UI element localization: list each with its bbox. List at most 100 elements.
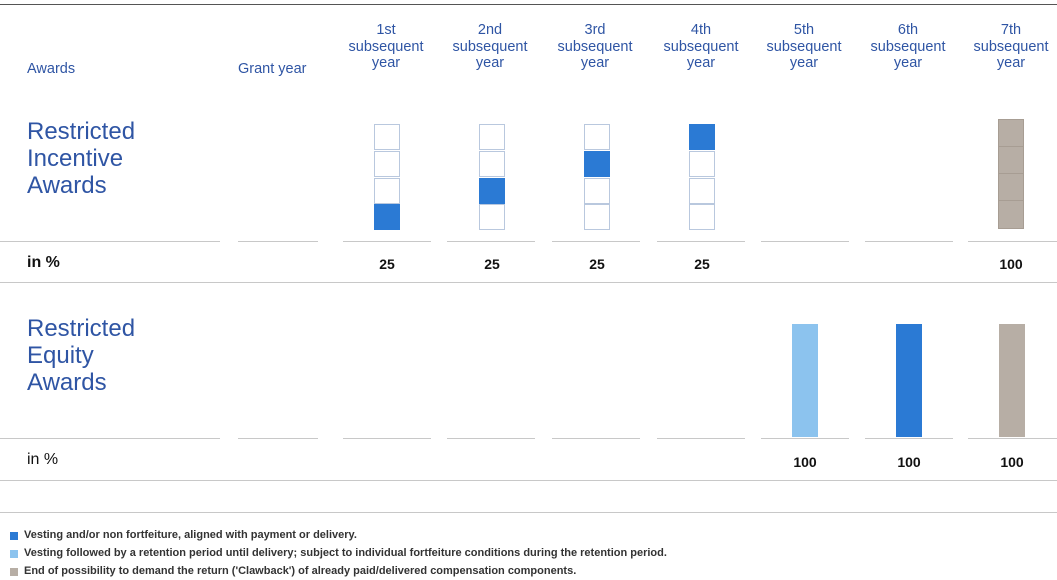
rea-title-line: Restricted: [27, 315, 136, 342]
ria-cell: [689, 178, 715, 204]
legend-swatch-clawback: [10, 568, 18, 576]
row-separator: [761, 438, 849, 439]
ria-cell: [584, 178, 610, 204]
rea-year-7-clawback-bar: [999, 324, 1025, 437]
header-year-line2: subsequent: [766, 38, 842, 55]
rea-pct-year-5: 100: [793, 454, 817, 470]
row-separator: [657, 438, 745, 439]
ria-title-line: Incentive: [27, 145, 124, 172]
header-year-line3: year: [789, 55, 819, 71]
ria-pct-year-1: 25: [379, 256, 395, 272]
header-year-ordinal: 1st: [376, 22, 396, 38]
ria-cell-clawback: [998, 146, 1024, 174]
row-separator: [447, 438, 535, 439]
header-year-ordinal: 4th: [690, 22, 712, 38]
ria-title-line: Restricted: [27, 118, 136, 145]
header-year-7: 7th subsequent year: [967, 22, 1055, 72]
rea-pct-label: in %: [27, 451, 59, 468]
ria-year-1-stack: [374, 124, 400, 230]
ria-cell: [374, 124, 400, 150]
row-separator: [343, 438, 431, 439]
header-year-line3: year: [996, 55, 1026, 71]
ria-pct-year-3: 25: [589, 256, 605, 272]
top-rule: [0, 4, 1057, 5]
row-separator: [0, 241, 220, 242]
ria-title-line: Awards: [27, 172, 107, 199]
ria-pct-label: in %: [27, 254, 60, 271]
header-year-3: 3rd subsequent year: [550, 22, 640, 72]
ria-cell-vesting: [584, 151, 610, 177]
header-year-line2: subsequent: [452, 38, 528, 55]
header-awards: Awards: [27, 61, 76, 77]
ria-cell-clawback: [998, 173, 1024, 201]
header-year-line2: subsequent: [870, 38, 946, 55]
ria-cell: [689, 151, 715, 177]
ria-year-3-stack: [584, 124, 610, 230]
ria-title: Restricted Incentive Awards: [27, 118, 135, 199]
rea-year-6-vesting-bar: [896, 324, 922, 437]
row-separator: [968, 438, 1057, 439]
legend-swatch-retention: [10, 550, 18, 558]
header-year-line2: subsequent: [973, 38, 1049, 55]
header-year-ordinal: 5th: [793, 22, 815, 38]
ria-pct-year-2: 25: [484, 256, 500, 272]
row-separator: [657, 241, 745, 242]
header-year-6: 6th subsequent year: [863, 22, 953, 72]
ria-cell-vesting: [374, 204, 400, 230]
header-year-line3: year: [475, 55, 505, 71]
legend-divider: [0, 512, 1057, 513]
ria-cell-vesting: [479, 178, 505, 204]
rea-pct-year-6: 100: [897, 454, 921, 470]
section-divider: [0, 282, 1057, 283]
legend-item-retention: Vesting followed by a retention period u…: [10, 547, 667, 559]
ria-cell-clawback: [998, 200, 1024, 229]
ria-cell: [479, 151, 505, 177]
legend-text: Vesting followed by a retention period u…: [24, 547, 667, 559]
ria-year-2-stack: [479, 124, 505, 230]
row-separator: [343, 241, 431, 242]
ria-cell: [479, 124, 505, 150]
legend-text: Vesting and/or non fortfeiture, aligned …: [24, 529, 357, 541]
ria-cell: [374, 178, 400, 204]
header-year-line3: year: [371, 55, 401, 71]
ria-cell: [584, 204, 610, 230]
ria-cell-vesting: [689, 124, 715, 150]
legend-item-clawback: End of possibility to demand the return …: [10, 565, 576, 577]
section-divider: [0, 480, 1057, 481]
header-year-line2: subsequent: [557, 38, 633, 55]
ria-cell: [479, 204, 505, 230]
ria-year-7-stack: [998, 119, 1024, 229]
row-separator: [552, 438, 640, 439]
row-separator: [552, 241, 640, 242]
row-separator: [447, 241, 535, 242]
header-year-ordinal: 6th: [897, 22, 919, 38]
row-separator: [238, 241, 318, 242]
ria-pct-year-7: 100: [999, 256, 1023, 272]
row-separator: [865, 438, 953, 439]
rea-title-line: Equity: [27, 342, 94, 369]
header-year-line3: year: [893, 55, 923, 71]
row-separator: [968, 241, 1057, 242]
legend-item-vesting: Vesting and/or non fortfeiture, aligned …: [10, 529, 357, 541]
header-year-line3: year: [686, 55, 716, 71]
ria-cell-clawback: [998, 119, 1024, 147]
header-grant-year: Grant year: [238, 61, 307, 77]
row-separator: [865, 241, 953, 242]
header-year-line2: subsequent: [663, 38, 739, 55]
ria-year-4-stack: [689, 124, 715, 230]
ria-pct-year-4: 25: [694, 256, 710, 272]
legend-swatch-vesting: [10, 532, 18, 540]
ria-cell: [374, 151, 400, 177]
header-year-ordinal: 3rd: [584, 22, 606, 38]
rea-title: Restricted Equity Awards: [27, 315, 135, 396]
rea-pct-year-7: 100: [1000, 454, 1024, 470]
ria-cell: [584, 124, 610, 150]
header-year-4: 4th subsequent year: [656, 22, 746, 72]
header-year-ordinal: 2nd: [477, 22, 503, 38]
header-year-1: 1st subsequent year: [341, 22, 431, 72]
header-year-line3: year: [580, 55, 610, 71]
header-year-2: 2nd subsequent year: [445, 22, 535, 72]
row-separator: [238, 438, 318, 439]
row-separator: [761, 241, 849, 242]
